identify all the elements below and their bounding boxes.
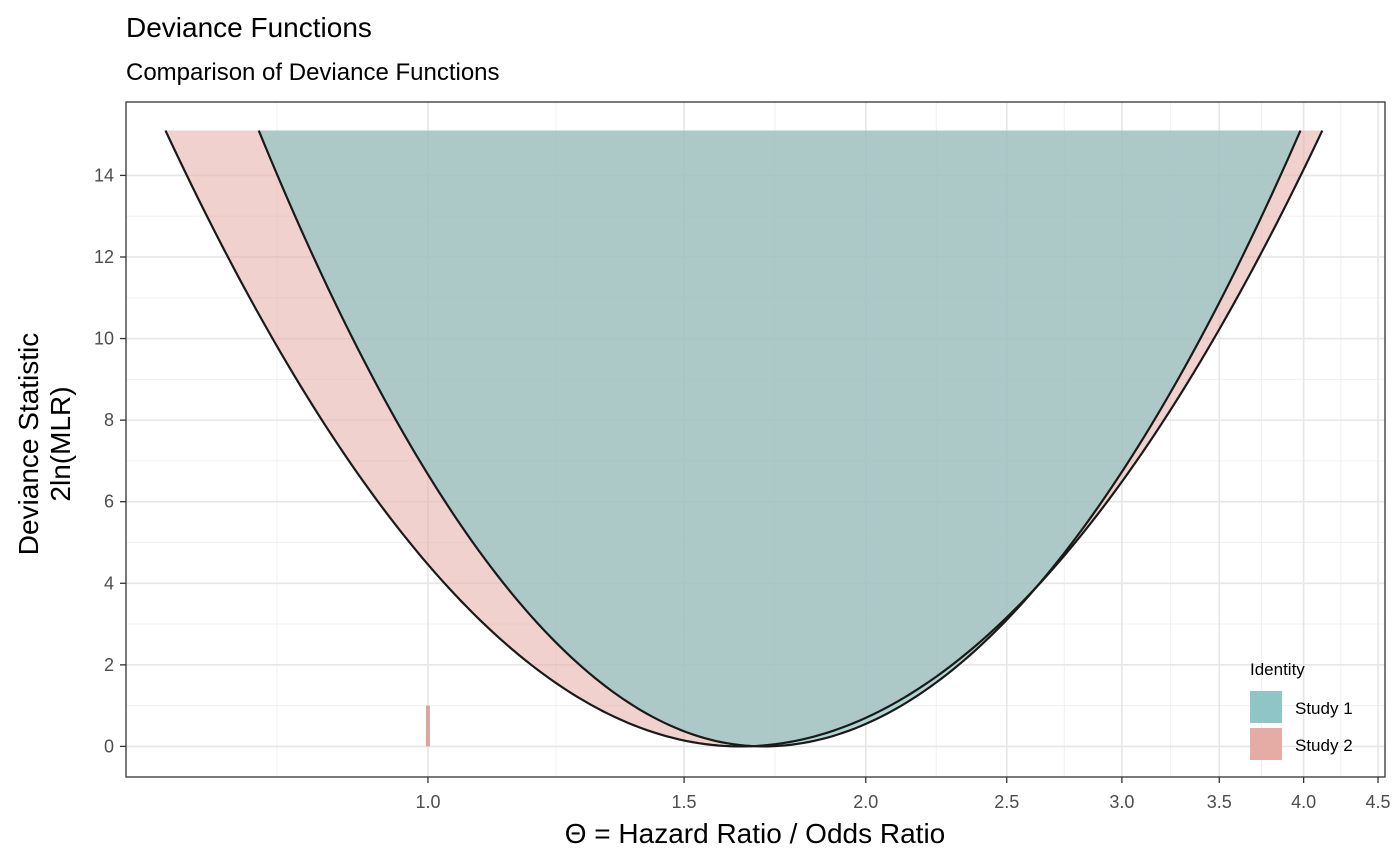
y-axis-title: Deviance Statistic 2ln(MLR)	[13, 333, 76, 556]
legend: Identity Study 1 Study 2	[1250, 660, 1353, 760]
legend-label-study-2: Study 2	[1295, 736, 1353, 755]
plot-panel-border	[125, 101, 1386, 778]
x-tick-label: 3.0	[1109, 792, 1134, 812]
legend-key-study-1	[1250, 691, 1282, 723]
deviance-areas	[165, 130, 1323, 747]
x-tick-label: 1.5	[672, 792, 697, 812]
legend-key-study-2	[1250, 728, 1282, 760]
x-axis-title: Θ = Hazard Ratio / Odds Ratio	[565, 818, 946, 849]
y-tick-label: 6	[104, 492, 114, 512]
x-tick-label: 4.5	[1366, 792, 1391, 812]
y-tick-label: 8	[104, 410, 114, 430]
y-tick-label: 2	[104, 655, 114, 675]
deviance-curves	[164, 130, 1324, 748]
legend-title: Identity	[1250, 660, 1305, 679]
y-tick-label: 12	[94, 247, 114, 267]
chart-title: Deviance Functions	[126, 12, 372, 43]
y-tick-label: 0	[104, 736, 114, 756]
chart-subtitle: Comparison of Deviance Functions	[126, 59, 500, 86]
x-tick-label: 1.0	[415, 792, 440, 812]
y-tick-label: 4	[104, 573, 114, 593]
x-tick-label: 4.0	[1291, 792, 1316, 812]
x-axis-ticks: 1.0 1.5 2.0 2.5 3.0 3.5 4.0 4.5	[415, 777, 1391, 812]
y-tick-label: 14	[94, 165, 114, 185]
y-axis-ticks: 0 2 4 6 8 10 12 14	[94, 165, 126, 756]
legend-label-study-1: Study 1	[1295, 699, 1353, 718]
y-axis-title-line-2: 2ln(MLR)	[45, 386, 76, 501]
x-tick-label: 2.5	[994, 792, 1019, 812]
x-tick-label: 2.0	[853, 792, 878, 812]
x-tick-label: 3.5	[1207, 792, 1232, 812]
deviance-curve-study-1	[257, 130, 1302, 748]
deviance-area-study-1	[258, 130, 1301, 747]
y-axis-title-line-1: Deviance Statistic	[13, 333, 44, 556]
y-tick-label: 10	[94, 329, 114, 349]
